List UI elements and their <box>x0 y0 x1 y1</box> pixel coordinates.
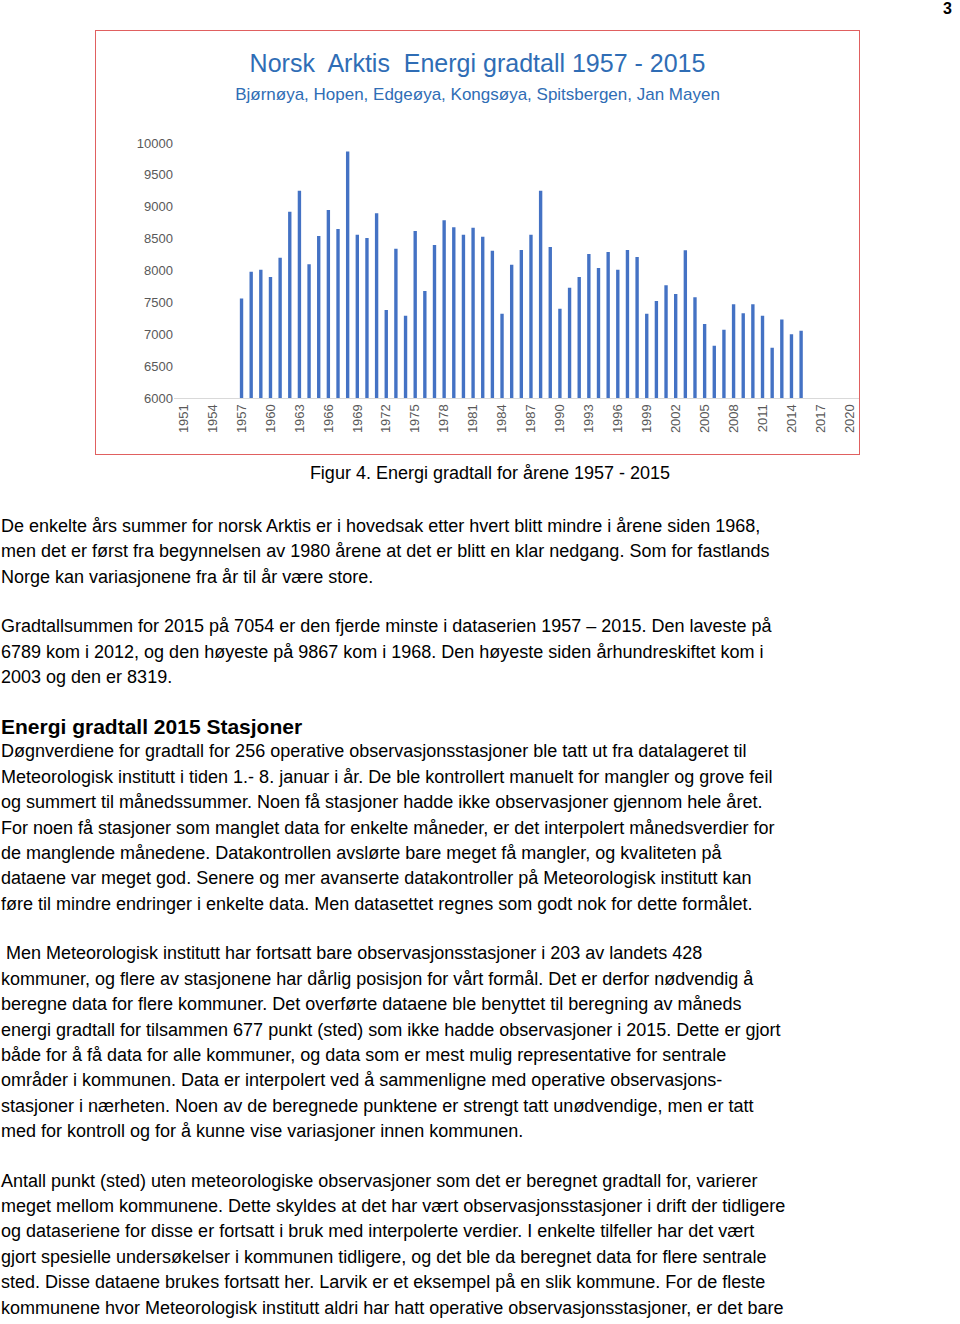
svg-text:7500: 7500 <box>144 295 173 310</box>
html-text:2003 og den er 8319.: 2003 og den er 8319. <box>1 667 173 687</box>
html-text:gjort spesielle undersøkelser: gjort spesielle undersøkelser i kommunen… <box>1 1246 767 1267</box>
html-text:3: 3 <box>943 0 952 17</box>
html-text:med for kontroll og for å kunn: med for kontroll og for å kunne vise var… <box>1 1121 524 1142</box>
svg-text:1987: 1987 <box>523 404 538 433</box>
svg-text:1990: 1990 <box>552 404 567 433</box>
html-text:Norsk Arktis Energi gradtall 1: Norsk Arktis Energi gradtall 1957 - 2015 <box>249 49 706 77</box>
html-text:De enkelte års summer for nors: De enkelte års summer for norsk Arktis e… <box>1 516 761 536</box>
svg-text:1996: 1996 <box>610 404 625 433</box>
html-text:Gradtallsummen for 2015 på 705: Gradtallsummen for 2015 på 7054 er den f… <box>1 616 772 637</box>
html-text:meget mellom kommunene. Dette: meget mellom kommunene. Dette skyldes at… <box>1 1195 786 1216</box>
svg-text:1975: 1975 <box>407 404 422 433</box>
svg-text:1951: 1951 <box>176 404 191 433</box>
svg-text:1957: 1957 <box>234 404 249 433</box>
svg-text:9500: 9500 <box>144 167 173 182</box>
html-text:Antall punkt (sted) uten meteo: Antall punkt (sted) uten meteorologiske … <box>1 1170 758 1191</box>
html-text:områder i kommunen. Data er in: områder i kommunen. Data er interpolert … <box>1 1070 723 1091</box>
svg-text:1969: 1969 <box>350 404 365 433</box>
svg-text:2005: 2005 <box>697 404 712 433</box>
html-text:men det er først fra begynnels: men det er først fra begynnelsen av 1980… <box>1 541 770 562</box>
html-text:Døgnverdiene for gradtall for: Døgnverdiene for gradtall for 256 operat… <box>1 741 747 762</box>
svg-text:8500: 8500 <box>144 231 173 246</box>
html-text:føre til mindre endringer i en: føre til mindre endringer i enkelte data… <box>1 893 753 914</box>
svg-text:1954: 1954 <box>205 404 220 433</box>
svg-text:7000: 7000 <box>144 327 173 342</box>
svg-text:2020: 2020 <box>842 404 857 433</box>
html-text:stasjoner i nærheten. Noen av: stasjoner i nærheten. Noen av de beregne… <box>1 1095 754 1116</box>
html-text:Energi gradtall 2015 Stasjoner: Energi gradtall 2015 Stasjoner <box>1 715 303 739</box>
html-text:beregne data for flere kommune: beregne data for flere kommuner. Det ove… <box>1 994 742 1015</box>
svg-text:10000: 10000 <box>137 136 173 151</box>
svg-text:6000: 6000 <box>144 391 173 406</box>
svg-text:1960: 1960 <box>263 404 278 433</box>
html-text:kommuner, og flere av stasjone: kommuner, og flere av stasjonene har dår… <box>1 968 754 989</box>
html-text:Norge kan variasjonene fra år: Norge kan variasjonene fra år til år vær… <box>1 566 374 587</box>
html-text:Men Meteorologisk institutt ha: Men Meteorologisk institutt har fortsatt… <box>1 943 703 964</box>
html-text:de manglende månedene. Datakon: de manglende månedene. Datakontrollen av… <box>1 843 722 864</box>
html-text:kommunene hvor Meteorologisk i: kommunene hvor Meteorologisk institutt a… <box>1 1297 784 1318</box>
html-text:dataene var meget god. Senere: dataene var meget god. Senere og mer ava… <box>1 868 752 889</box>
svg-text:1966: 1966 <box>321 404 336 433</box>
html-text:Figur 4. Energi gradtall for å: Figur 4. Energi gradtall for årene 1957 … <box>309 463 671 483</box>
svg-text:1978: 1978 <box>436 404 451 433</box>
html-text:og summert til månedssummer. N: og summert til månedssummer. Noen få sta… <box>1 792 763 813</box>
svg-text:1984: 1984 <box>494 404 509 433</box>
svg-text:9000: 9000 <box>144 199 173 214</box>
html-text:og dataseriene for disse er fo: og dataseriene for disse er fortsatt i b… <box>1 1221 755 1242</box>
svg-text:1972: 1972 <box>378 404 393 433</box>
svg-text:8000: 8000 <box>144 263 173 278</box>
svg-text:1999: 1999 <box>639 404 654 433</box>
svg-text:2017: 2017 <box>813 404 828 433</box>
html-text:6789 kom i 2012, og den høyest: 6789 kom i 2012, og den høyeste på 9867 … <box>1 641 764 662</box>
svg-text:1981: 1981 <box>465 404 480 433</box>
html-text:Bjørnøya, Hopen, Edgeøya, Kong: Bjørnøya, Hopen, Edgeøya, Kongsøya, Spit… <box>235 85 720 104</box>
html-text:sted. Disse dataene brukes for: sted. Disse dataene brukes fortsatt her.… <box>1 1272 766 1293</box>
html-text:energi gradtall for tilsammen: energi gradtall for tilsammen 677 punkt … <box>1 1019 781 1040</box>
svg-text:2014: 2014 <box>784 404 799 433</box>
svg-text:1993: 1993 <box>581 404 596 433</box>
html-text:For noen få stasjoner som mang: For noen få stasjoner som manglet data f… <box>1 817 775 838</box>
svg-text:1963: 1963 <box>292 404 307 433</box>
html-text:både for å få data for alle ko: både for å få data for alle kommuner, og… <box>1 1044 727 1065</box>
svg-text:2008: 2008 <box>726 404 741 433</box>
svg-text:6500: 6500 <box>144 359 173 374</box>
html-text:Meteorologisk institutt i tide: Meteorologisk institutt i tiden 1.- 8. j… <box>1 766 773 787</box>
svg-text:2011: 2011 <box>755 404 770 432</box>
svg-text:2002: 2002 <box>668 404 683 433</box>
